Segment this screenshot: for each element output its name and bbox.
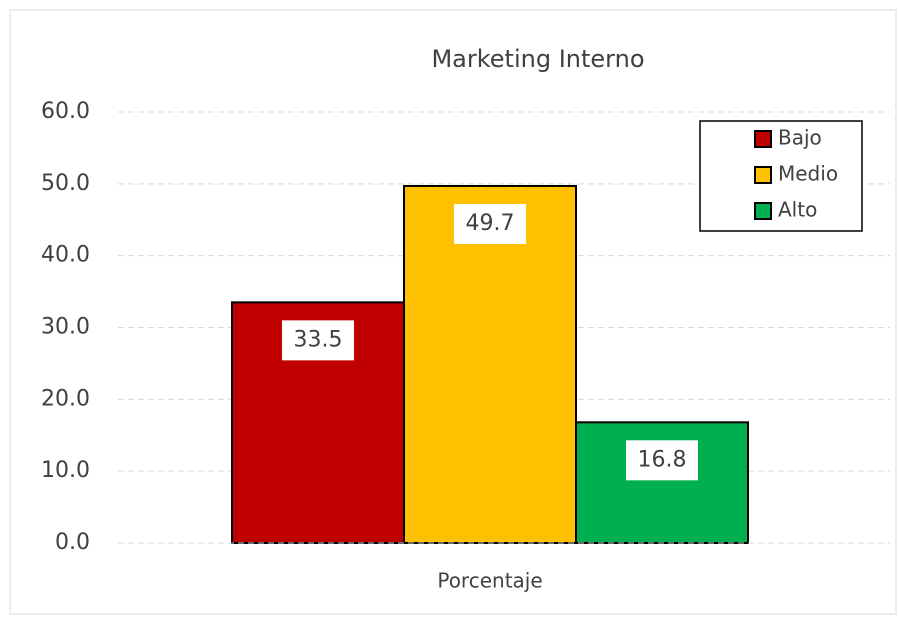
x-tick-label: Porcentaje [437,569,542,593]
data-label-box [282,320,354,361]
legend-label: Bajo [778,126,822,150]
data-label-box [626,440,698,481]
y-tick-label: 20.0 [41,386,90,411]
legend-swatch [754,202,772,220]
chart-title: Marketing Interno [431,45,644,73]
data-label: 49.7 [466,211,515,236]
data-label: 33.5 [294,327,343,352]
data-label: 16.8 [638,447,687,472]
data-label-box [454,203,526,244]
y-tick-label: 30.0 [41,315,90,340]
legend-swatch [754,130,772,148]
legend-label: Alto [778,198,817,222]
legend-box [699,120,863,232]
bar [403,184,577,544]
y-tick-label: 50.0 [41,171,90,196]
y-tick-label: 40.0 [41,243,90,268]
legend-swatch [754,166,772,184]
legend-label: Medio [778,162,838,186]
y-tick-label: 10.0 [41,458,90,483]
y-tick-label: 0.0 [55,530,90,555]
y-tick-label: 60.0 [41,99,90,124]
